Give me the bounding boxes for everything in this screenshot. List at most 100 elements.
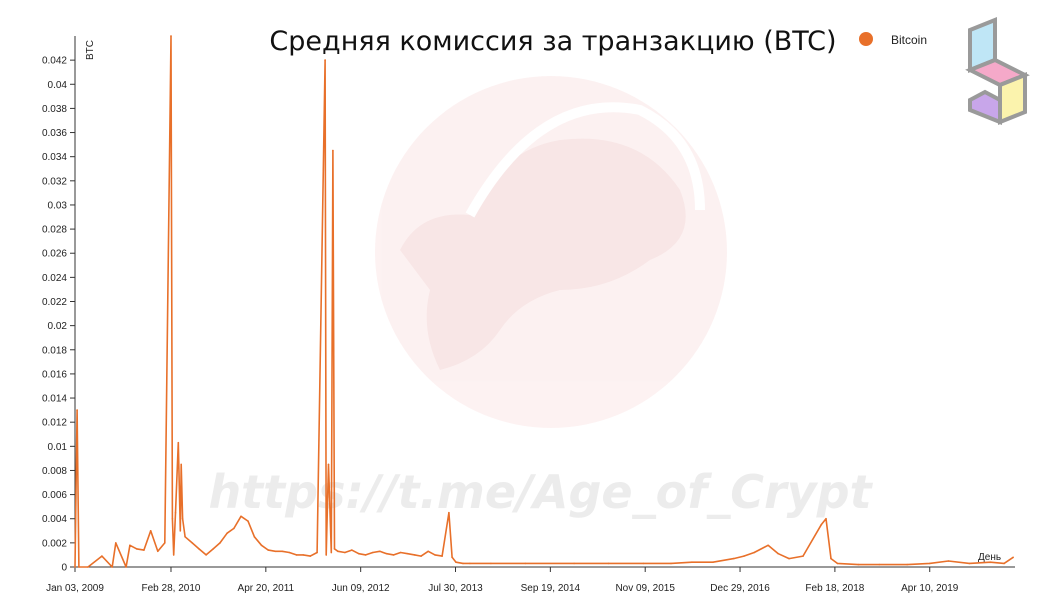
data-point	[333, 548, 336, 550]
data-point	[316, 551, 318, 554]
data-point	[364, 554, 367, 556]
data-point	[78, 566, 80, 568]
data-point	[524, 562, 527, 565]
data-point	[906, 563, 908, 566]
y-tick-label: 0.03	[48, 200, 68, 211]
data-point	[928, 562, 931, 565]
data-point	[777, 552, 780, 555]
data-point	[330, 551, 333, 554]
data-point	[337, 550, 339, 553]
data-point	[344, 551, 346, 554]
y-tick-label: 0.006	[42, 490, 67, 501]
x-tick-label: Feb 28, 2010	[142, 583, 201, 594]
data-point	[788, 557, 790, 560]
data-point	[691, 561, 693, 563]
data-point	[712, 561, 714, 563]
y-tick-label: 0.042	[42, 56, 67, 67]
data-point	[212, 548, 214, 550]
x-tick-label: Sep 19, 2014	[521, 583, 581, 594]
data-point	[76, 409, 78, 411]
data-point	[462, 562, 464, 565]
data-point	[469, 562, 471, 565]
y-tick-label: 0.008	[42, 466, 67, 477]
x-tick-label: Jul 30, 2013	[428, 583, 483, 594]
y-tick-label: 0.028	[42, 225, 67, 236]
data-point	[332, 149, 334, 152]
data-point	[325, 554, 328, 556]
data-point	[1012, 556, 1014, 559]
data-point	[180, 463, 182, 466]
data-point	[441, 555, 443, 557]
data-point	[87, 566, 89, 568]
y-ticks: 0 0.002 0.004 0.006 0.008 0.01 0.012 0.014 0.016…	[42, 56, 75, 574]
legend-marker-bitcoin	[859, 32, 873, 46]
y-tick-label: 0.014	[42, 394, 67, 405]
data-point	[240, 515, 242, 518]
data-point	[448, 511, 450, 514]
data-point	[767, 544, 769, 547]
watermark-url: https://t.me/Age_of_Crypt	[208, 465, 873, 519]
x-tick-label: Apr 10, 2019	[901, 583, 959, 594]
data-point	[642, 562, 645, 565]
data-point	[172, 554, 175, 556]
data-point	[607, 562, 610, 565]
y-tick-label: 0.018	[42, 345, 67, 356]
data-point	[179, 530, 182, 532]
data-point	[573, 562, 575, 565]
data-point	[836, 562, 839, 565]
data-point	[125, 566, 127, 568]
watermark-bull-logo	[375, 76, 727, 428]
data-point	[191, 542, 193, 544]
data-point	[413, 554, 416, 556]
data-point	[288, 551, 291, 554]
y-tick-label: 0.032	[42, 176, 67, 187]
data-point	[372, 551, 374, 554]
data-point	[205, 554, 207, 556]
data-point	[170, 35, 172, 37]
data-point	[490, 562, 492, 565]
y-tick-label: 0.04	[48, 80, 68, 91]
data-point	[825, 517, 827, 520]
y-tick-label: 0.024	[42, 273, 67, 284]
data-point	[327, 463, 330, 466]
data-point	[157, 550, 159, 553]
data-point	[420, 555, 422, 557]
y-tick-label: 0.034	[42, 152, 67, 163]
data-point	[820, 524, 822, 526]
data-point	[434, 554, 436, 556]
data-point	[753, 551, 755, 554]
x-ticks: Jan 03, 2009 Feb 28, 2010 Apr 20, 2011 Jun …	[46, 567, 959, 594]
y-tick-label: 0.02	[48, 321, 68, 332]
data-point	[385, 552, 388, 555]
data-point	[968, 562, 971, 565]
data-point	[1003, 562, 1005, 565]
data-point	[670, 562, 672, 565]
x-tick-label: Dec 29, 2016	[710, 583, 770, 594]
data-point	[219, 542, 221, 544]
data-point	[309, 555, 312, 557]
data-point	[989, 561, 992, 563]
y-tick-label: 0.036	[42, 128, 67, 139]
data-point	[184, 536, 186, 538]
legend: Bitcoin	[859, 32, 927, 47]
data-point	[406, 552, 409, 555]
legend-label-bitcoin: Bitcoin	[891, 33, 927, 47]
data-point	[295, 554, 298, 556]
data-point	[399, 551, 402, 554]
y-tick-label: 0.022	[42, 297, 67, 308]
data-point	[253, 536, 256, 538]
data-point	[198, 548, 200, 550]
data-point	[379, 550, 381, 553]
data-point	[267, 549, 270, 551]
data-point	[743, 555, 745, 557]
data-point	[129, 544, 131, 547]
chart-title: Средняя комиссия за транзакцию (BTC)	[269, 26, 836, 57]
data-point	[181, 517, 184, 520]
x-tick-label: Jun 09, 2012	[332, 583, 390, 594]
data-point	[164, 542, 166, 544]
data-point	[111, 566, 113, 568]
data-point	[233, 527, 235, 530]
data-point	[177, 441, 180, 444]
data-point	[274, 550, 277, 553]
